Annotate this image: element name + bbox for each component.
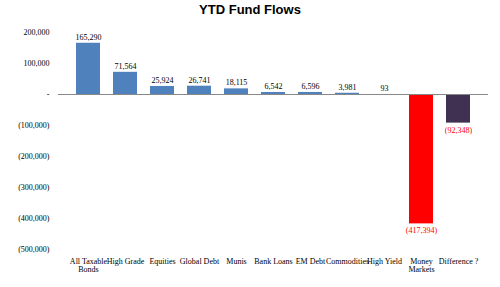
svg-text:(400,000): (400,000) xyxy=(18,214,50,223)
svg-text:High Grade: High Grade xyxy=(107,257,145,266)
svg-text:165,290: 165,290 xyxy=(76,33,102,42)
svg-text:-: - xyxy=(47,90,50,99)
svg-text:(100,000): (100,000) xyxy=(18,121,50,130)
svg-text:Equities: Equities xyxy=(149,257,175,266)
svg-text:EM Debt: EM Debt xyxy=(296,257,326,266)
svg-text:MoneyMarkets: MoneyMarkets xyxy=(408,257,434,274)
svg-text:High Yield: High Yield xyxy=(367,257,402,266)
svg-text:71,564: 71,564 xyxy=(115,62,137,71)
svg-text:93: 93 xyxy=(381,84,389,93)
svg-text:Difference ?: Difference ? xyxy=(439,257,479,266)
svg-text:200,000: 200,000 xyxy=(24,28,50,37)
svg-text:26,741: 26,741 xyxy=(189,76,211,85)
svg-text:Commodities: Commodities xyxy=(326,257,369,266)
svg-text:All TaxableBonds: All TaxableBonds xyxy=(70,257,108,274)
svg-text:Munis: Munis xyxy=(226,257,246,266)
html-text:YTD Fund Flows: YTD Fund Flows xyxy=(199,2,301,17)
svg-text:100,000: 100,000 xyxy=(24,59,50,68)
svg-text:(300,000): (300,000) xyxy=(18,183,50,192)
svg-text:18,115: 18,115 xyxy=(226,78,248,87)
svg-text:25,924: 25,924 xyxy=(152,76,174,85)
svg-text:(92,348): (92,348) xyxy=(445,126,473,135)
svg-text:6,596: 6,596 xyxy=(302,82,320,91)
svg-text:3,981: 3,981 xyxy=(339,83,357,92)
svg-text:(200,000): (200,000) xyxy=(18,152,50,161)
svg-text:6,542: 6,542 xyxy=(265,82,283,91)
svg-text:(417,394): (417,394) xyxy=(406,226,438,235)
svg-text:Bank Loans: Bank Loans xyxy=(254,257,292,266)
svg-text:Global Debt: Global Debt xyxy=(180,257,220,266)
svg-text:(500,000): (500,000) xyxy=(18,245,50,254)
